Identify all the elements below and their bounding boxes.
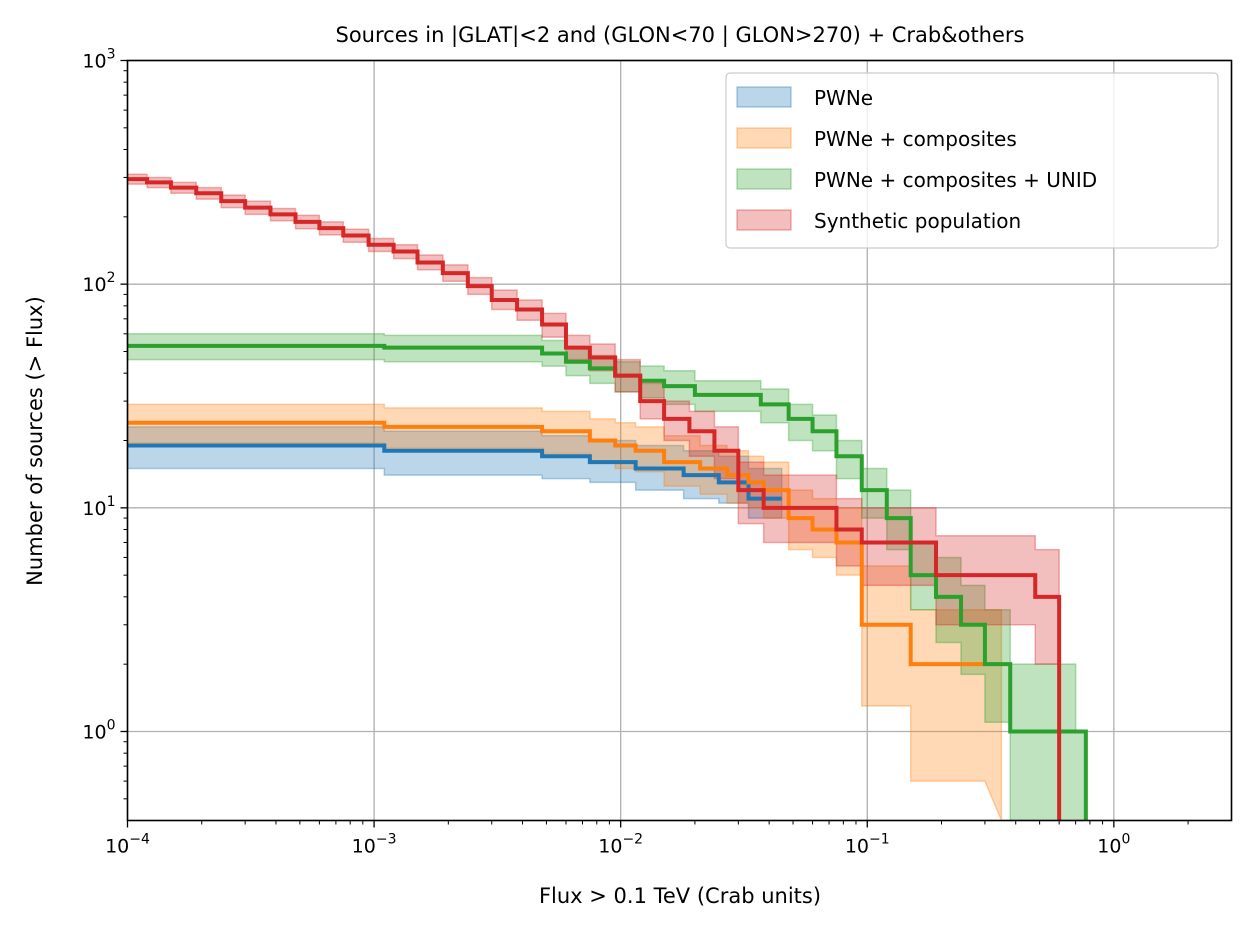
- y-tick-label: 102: [82, 270, 115, 296]
- legend-label: PWNe + composites: [814, 127, 1017, 151]
- legend-swatch: [736, 168, 792, 190]
- legend-swatch: [736, 209, 792, 231]
- pwne-line: [127, 443, 782, 501]
- synthetic-population-line: [127, 177, 1062, 821]
- x-axis-label: Flux > 0.1 TeV (Crab units): [539, 884, 821, 908]
- plot-frame: [126, 59, 1233, 822]
- y-tick-label: 103: [82, 47, 115, 73]
- y-axis-ticks: 100 101 102 103: [82, 47, 128, 743]
- y-tick-label: 101: [82, 494, 115, 520]
- x-tick-label: 10−2: [598, 832, 643, 858]
- y-tick-label: 100: [82, 717, 115, 743]
- legend-label: Synthetic population: [814, 209, 1021, 233]
- x-tick-label: 10−3: [352, 832, 397, 858]
- legend-label: PWNe + composites + UNID: [814, 168, 1097, 192]
- legend-label: PWNe: [814, 86, 873, 110]
- x-axis-ticks: 10−4 10−3 10−2 10−1 100: [105, 820, 1130, 858]
- x-tick-label: 10−4: [105, 832, 150, 858]
- chart-title: Sources in |GLAT|<2 and (GLON<70 | GLON>…: [336, 23, 1025, 48]
- legend: PWNe PWNe + composites PWNe + composites +…: [725, 72, 1219, 249]
- legend-swatch: [736, 86, 792, 108]
- legend-swatch: [736, 127, 792, 149]
- pwne-composites-line: [127, 420, 985, 667]
- y-axis-label: Number of sources (> Flux): [23, 296, 47, 586]
- synthetic-population-band: [126, 173, 1060, 821]
- legend-box: [725, 72, 1219, 249]
- x-tick-label: 10−1: [845, 832, 890, 858]
- series-lines: [127, 177, 1088, 821]
- x-tick-label: 100: [1097, 832, 1130, 858]
- pwne-composites-unid-line: [127, 343, 1088, 821]
